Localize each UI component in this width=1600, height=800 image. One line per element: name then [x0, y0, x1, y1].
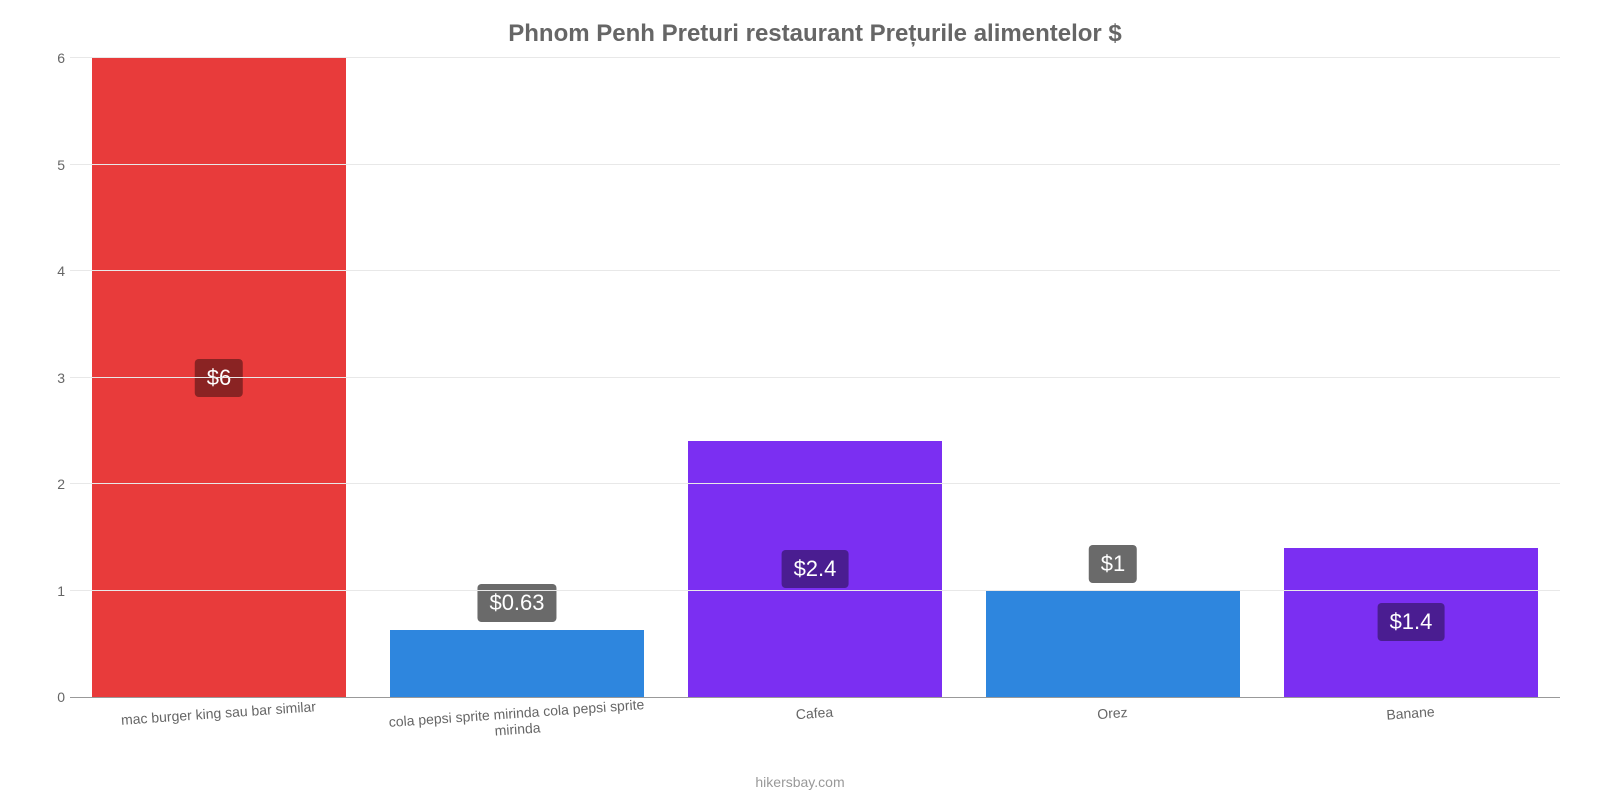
y-tick: 5	[35, 157, 65, 173]
bar: $0.63	[390, 630, 643, 697]
gridline	[70, 164, 1560, 165]
y-tick: 0	[35, 689, 65, 705]
gridline	[70, 483, 1560, 484]
y-tick: 4	[35, 263, 65, 279]
y-tick: 3	[35, 370, 65, 386]
x-label: cola pepsi sprite mirinda cola pepsi spr…	[367, 695, 667, 748]
chart-container: Phnom Penh Preturi restaurant Prețurile …	[0, 0, 1600, 800]
bars-group: $6 $0.63 $2.4 $1 $1.4	[70, 58, 1560, 697]
gridline	[70, 377, 1560, 378]
bar: $1.4	[1284, 548, 1537, 697]
bar-slot: $6	[70, 58, 368, 697]
gridline	[70, 590, 1560, 591]
bar-value-label: $6	[195, 359, 243, 397]
bar: $1	[986, 591, 1239, 698]
bar-slot: $1.4	[1262, 58, 1560, 697]
y-tick: 2	[35, 476, 65, 492]
gridline	[70, 270, 1560, 271]
x-label: Cafea	[665, 695, 965, 748]
bar-value-label: $1.4	[1378, 603, 1445, 641]
y-tick: 6	[35, 50, 65, 66]
x-label: Orez	[963, 695, 1263, 748]
bar-slot: $0.63	[368, 58, 666, 697]
plot-area: 0123456 $6$0.63$2.4$1$1.4 mac burger kin…	[70, 58, 1560, 698]
bar: $2.4	[688, 441, 941, 697]
x-label: Banane	[1261, 695, 1561, 748]
x-label: mac burger king sau bar similar	[69, 695, 369, 748]
y-tick: 1	[35, 583, 65, 599]
bar-value-label: $1	[1089, 545, 1137, 583]
gridline	[70, 57, 1560, 58]
bar-slot: $2.4	[666, 58, 964, 697]
bar-value-label: $2.4	[782, 550, 849, 588]
y-axis: 0123456	[35, 58, 65, 697]
footer-credit: hikersbay.com	[0, 774, 1600, 790]
x-labels: mac burger king sau bar similarcola peps…	[70, 705, 1560, 737]
chart-title: Phnom Penh Preturi restaurant Prețurile …	[70, 20, 1560, 48]
bar: $6	[92, 58, 345, 697]
bar-slot: $1	[964, 58, 1262, 697]
